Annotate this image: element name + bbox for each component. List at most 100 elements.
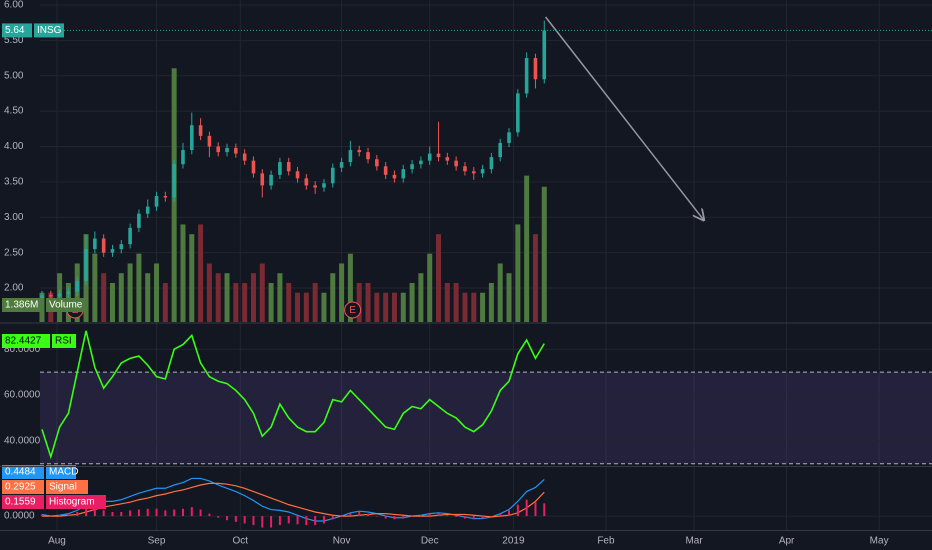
name-badge-text: Histogram: [49, 497, 95, 508]
histogram-bar: [67, 514, 70, 517]
value-badge: [2, 465, 44, 479]
candle-body: [330, 167, 335, 184]
candle-body: [163, 196, 168, 198]
histogram-bar: [146, 508, 149, 517]
volume-bar: [532, 234, 538, 322]
volume-bar: [259, 263, 265, 322]
volume-bar: [206, 263, 212, 322]
value-badge-text: 5.64: [5, 25, 25, 36]
volume-bar: [277, 273, 283, 322]
x-tick-label: Apr: [779, 536, 795, 547]
candle-body: [189, 125, 194, 151]
histogram-bar: [490, 516, 493, 517]
histogram-bar: [181, 508, 184, 517]
candle-body: [542, 30, 547, 80]
candle-body: [463, 166, 467, 172]
candle-body: [145, 206, 150, 214]
volume-bar: [356, 282, 362, 322]
volume-bar: [541, 186, 547, 322]
candle-body: [419, 160, 423, 165]
histogram-bar: [543, 503, 546, 517]
histogram-bar: [516, 504, 519, 517]
candle-body: [93, 238, 97, 250]
volume-bar: [136, 253, 142, 322]
volume-bar: [524, 175, 530, 322]
histogram-bar: [164, 510, 167, 517]
histogram-bar: [270, 516, 273, 528]
trend-arrow: [544, 16, 704, 220]
candle-body: [128, 227, 132, 245]
candle-body: [119, 244, 124, 250]
name-badge-text: Volume: [49, 300, 83, 311]
candle-body: [533, 58, 538, 80]
histogram-bar: [49, 516, 52, 517]
histogram-bar: [340, 516, 343, 517]
histogram-bar: [428, 513, 431, 517]
y-tick-label: 3.00: [4, 212, 24, 223]
volume-bar: [400, 292, 406, 322]
histogram-bar: [85, 508, 88, 517]
volume-bar: [145, 273, 151, 322]
value-badge: [2, 334, 50, 348]
candle-body: [313, 185, 317, 188]
histogram-bar: [305, 516, 308, 526]
volume-bar: [189, 234, 195, 322]
volume-bar: [471, 292, 477, 322]
x-tick-label: Nov: [333, 536, 351, 547]
histogram-bar: [208, 513, 211, 517]
candle-body: [242, 153, 247, 161]
volume-bar: [268, 282, 274, 322]
volume-bar: [109, 282, 115, 322]
volume-bar: [488, 282, 494, 322]
volume-bar: [444, 282, 450, 322]
candle-body: [436, 153, 441, 158]
candle-body: [260, 173, 265, 186]
value-badge-text: 1.386M: [5, 300, 38, 311]
y-tick-label: 6.00: [4, 0, 24, 11]
volume-bar: [515, 224, 521, 322]
y-tick-label: 0.0000: [4, 511, 35, 522]
candle-body: [410, 164, 414, 170]
candle-body: [75, 280, 80, 292]
candle-body: [278, 162, 282, 175]
y-tick-label: 2.50: [4, 247, 24, 258]
histogram-bar: [375, 516, 378, 517]
histogram-bar: [261, 516, 264, 528]
histogram-bar: [367, 513, 370, 517]
candle-body: [348, 150, 353, 163]
name-badge-text: INSG: [37, 25, 62, 36]
histogram-bar: [217, 516, 220, 518]
candle-body: [489, 157, 494, 170]
candle-body: [40, 295, 44, 299]
histogram-bar: [393, 516, 396, 520]
grid-layer: [40, 0, 932, 530]
histogram-bar: [226, 516, 229, 521]
y-tick-label: 60.0000: [4, 390, 41, 401]
histogram-bar: [234, 516, 237, 522]
histogram-bar: [190, 507, 193, 517]
volume-bar: [497, 263, 503, 322]
macd-line: [41, 477, 545, 522]
volume-bar: [101, 273, 107, 322]
rsi-line: [41, 330, 545, 460]
candle-body: [322, 183, 326, 188]
volume-bar: [180, 224, 186, 322]
histogram-bar: [322, 516, 325, 524]
x-tick-label: May: [870, 536, 889, 547]
histogram-bar: [419, 515, 422, 517]
volume-bar: [347, 253, 353, 322]
candle-body: [524, 58, 529, 94]
candle-body: [198, 125, 203, 136]
histogram-bar: [137, 509, 140, 517]
x-tick-label: 2019: [502, 536, 525, 547]
candle-body: [392, 174, 397, 179]
volume-bar: [383, 292, 389, 322]
candle-body: [57, 293, 62, 297]
histogram-bar: [102, 510, 105, 517]
candle-body: [110, 249, 115, 253]
candle-body: [137, 213, 141, 228]
volume-bar: [295, 292, 301, 322]
candle-body: [66, 291, 71, 294]
x-tick-label: Oct: [232, 536, 248, 547]
histogram-bar: [278, 516, 281, 526]
